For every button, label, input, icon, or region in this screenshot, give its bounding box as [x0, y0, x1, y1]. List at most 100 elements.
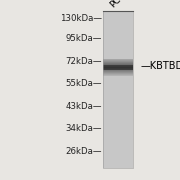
Bar — [103, 69, 133, 70]
Text: 43kDa—: 43kDa— — [65, 102, 102, 111]
Bar — [103, 17, 133, 18]
Bar — [103, 63, 133, 64]
Bar — [103, 48, 133, 49]
Bar — [103, 24, 133, 25]
Bar — [103, 99, 133, 100]
Bar — [103, 35, 133, 36]
Bar — [103, 71, 133, 72]
Bar — [103, 23, 133, 24]
Bar — [103, 156, 133, 157]
Bar — [103, 67, 133, 68]
Bar — [103, 122, 133, 123]
Bar — [103, 65, 133, 66]
Bar — [103, 69, 133, 70]
Bar — [103, 113, 133, 114]
Bar — [103, 105, 133, 106]
Bar — [103, 151, 133, 152]
Bar — [103, 20, 133, 21]
Bar — [103, 139, 133, 140]
Bar — [103, 81, 133, 82]
Bar — [103, 85, 133, 86]
Bar — [103, 66, 133, 67]
Bar — [103, 38, 133, 39]
Bar — [103, 54, 133, 55]
Bar — [103, 56, 133, 57]
Bar — [103, 69, 133, 70]
Bar — [103, 142, 133, 143]
Bar — [103, 72, 133, 73]
Bar — [103, 47, 133, 48]
Bar — [103, 160, 133, 161]
Bar — [103, 89, 133, 90]
Bar — [103, 68, 133, 69]
Bar — [103, 97, 133, 98]
Bar — [103, 86, 133, 87]
Bar — [103, 68, 133, 69]
Bar — [103, 73, 133, 74]
Bar — [103, 60, 133, 61]
Bar — [103, 63, 133, 64]
Bar — [103, 71, 133, 72]
Bar — [103, 145, 133, 146]
Bar — [103, 132, 133, 133]
Bar — [103, 103, 133, 104]
Bar — [103, 39, 133, 40]
Bar — [103, 26, 133, 27]
Bar — [103, 60, 133, 61]
Bar — [103, 134, 133, 135]
Bar — [103, 13, 133, 14]
Bar — [103, 58, 133, 59]
Bar — [103, 79, 133, 80]
Bar — [103, 109, 133, 110]
Bar — [103, 165, 133, 166]
Bar — [103, 62, 133, 63]
Bar — [103, 100, 133, 101]
Bar — [103, 92, 133, 93]
Bar — [103, 133, 133, 134]
Bar — [103, 143, 133, 144]
Bar — [103, 18, 133, 19]
Bar — [103, 59, 133, 60]
Bar — [103, 79, 133, 80]
Bar — [103, 115, 133, 116]
Bar — [103, 167, 133, 168]
Bar — [103, 72, 133, 73]
Bar — [103, 64, 133, 65]
Bar — [103, 67, 133, 68]
Bar — [103, 49, 133, 50]
Bar — [103, 80, 133, 81]
Bar — [103, 72, 133, 73]
Bar — [103, 123, 133, 124]
Bar — [103, 45, 133, 46]
Bar — [103, 143, 133, 144]
Bar — [103, 137, 133, 138]
Bar — [103, 62, 133, 63]
Bar — [103, 87, 133, 88]
Bar — [103, 44, 133, 45]
Bar — [103, 29, 133, 30]
Text: 130kDa—: 130kDa— — [60, 14, 102, 23]
Bar — [103, 107, 133, 108]
Bar — [103, 70, 133, 71]
Bar — [103, 100, 133, 101]
Bar — [103, 16, 133, 17]
Bar — [103, 103, 133, 104]
Bar — [103, 158, 133, 159]
Bar — [103, 57, 133, 58]
Bar — [103, 153, 133, 154]
Bar — [103, 112, 133, 113]
Bar — [103, 11, 133, 168]
Bar — [103, 46, 133, 47]
Bar — [103, 116, 133, 117]
Bar — [103, 39, 133, 40]
Bar — [103, 63, 133, 64]
Bar — [103, 61, 133, 62]
Bar — [103, 121, 133, 122]
Bar — [103, 114, 133, 115]
Bar — [103, 13, 133, 14]
Bar — [103, 33, 133, 34]
Bar — [103, 130, 133, 131]
Bar — [103, 48, 133, 49]
Bar — [103, 28, 133, 29]
Bar — [103, 164, 133, 165]
